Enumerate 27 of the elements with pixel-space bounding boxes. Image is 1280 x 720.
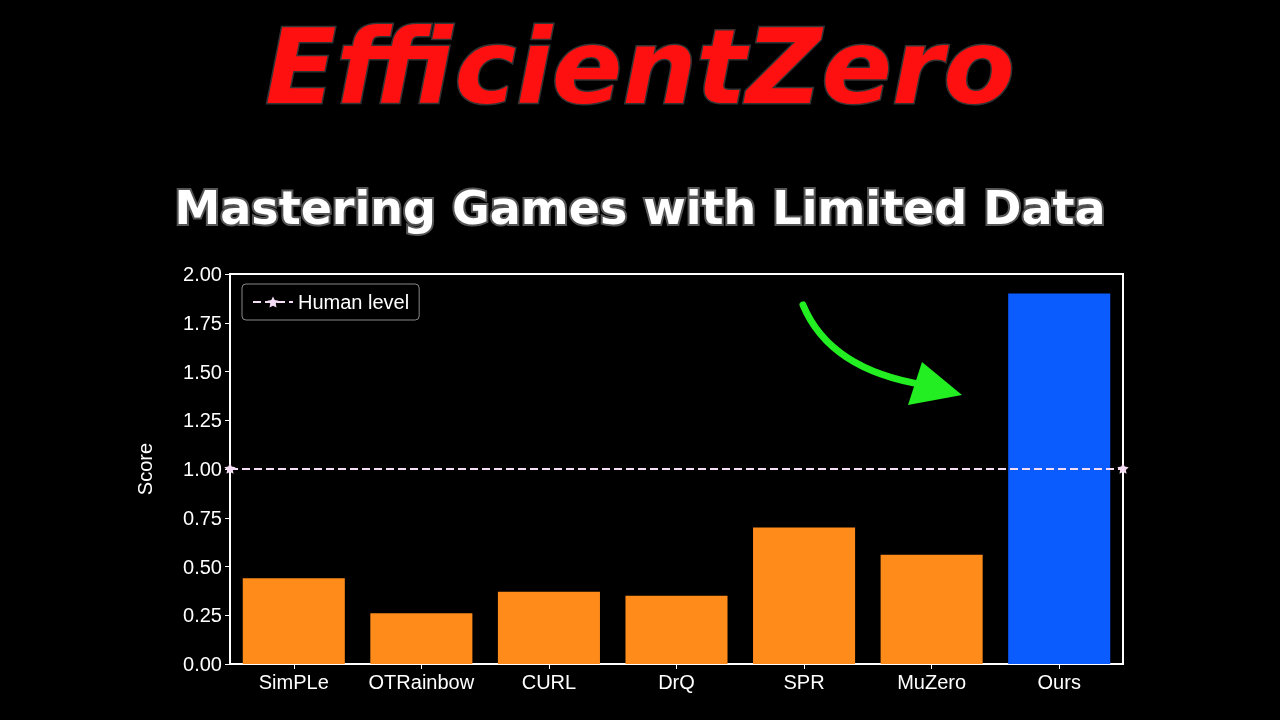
bar <box>625 595 728 664</box>
chart-subtitle: Mastering Games with Limited Data <box>174 181 1106 235</box>
bar <box>880 554 983 664</box>
bar <box>1008 293 1111 664</box>
x-tick-label: MuZero <box>897 671 967 693</box>
x-tick-label: CURL <box>521 671 577 693</box>
y-tick-label: 1.50 <box>183 360 222 383</box>
y-tick-label: 1.00 <box>183 458 222 480</box>
y-axis-title: Score <box>134 442 156 496</box>
bar <box>370 613 473 664</box>
legend-label: Human level <box>298 291 410 313</box>
chart-title: EfficientZero <box>265 6 1015 128</box>
bar <box>753 527 856 664</box>
x-tick-label: Ours <box>1037 671 1081 693</box>
y-tick-label: 0.50 <box>183 555 222 578</box>
bar <box>242 578 345 664</box>
y-tick-label: 0.25 <box>183 604 222 627</box>
x-tick-label: SimPLe <box>258 671 329 693</box>
x-tick-label: OTRainbow <box>368 671 475 693</box>
y-tick-label: 2.00 <box>183 263 222 285</box>
y-tick-label: 0.00 <box>183 653 222 675</box>
y-tick-label: 1.75 <box>183 311 222 334</box>
y-tick-label: 0.75 <box>183 506 222 529</box>
y-tick-label: 1.25 <box>183 409 222 432</box>
x-tick-label: DrQ <box>658 671 695 693</box>
bar <box>497 591 600 664</box>
x-tick-label: SPR <box>783 671 825 693</box>
